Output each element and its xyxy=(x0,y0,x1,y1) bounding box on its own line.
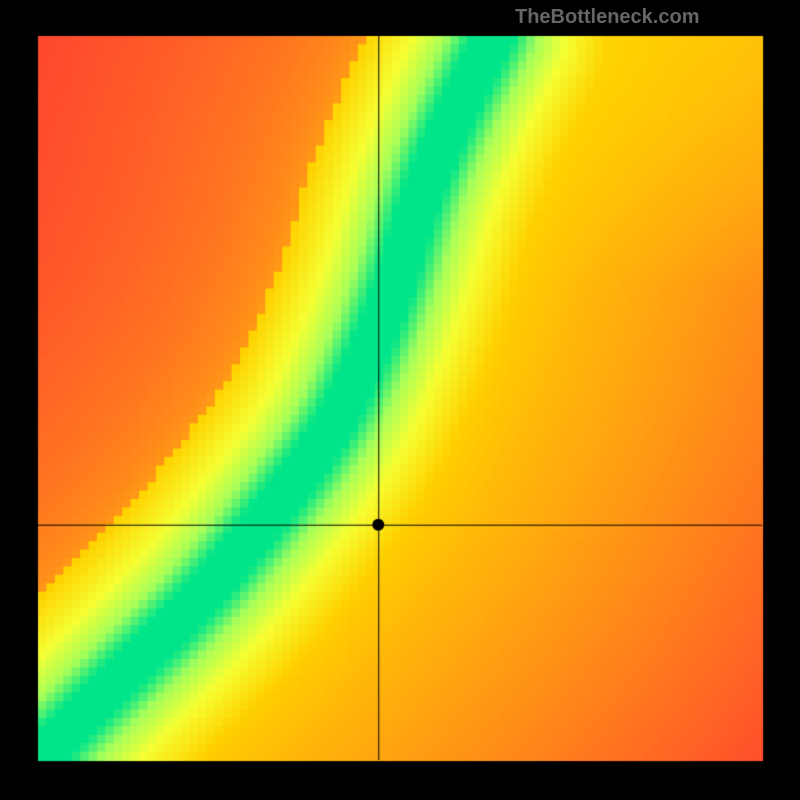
bottleneck-heatmap xyxy=(0,0,800,800)
chart-container: TheBottleneck.com xyxy=(0,0,800,800)
watermark-text: TheBottleneck.com xyxy=(515,6,699,29)
